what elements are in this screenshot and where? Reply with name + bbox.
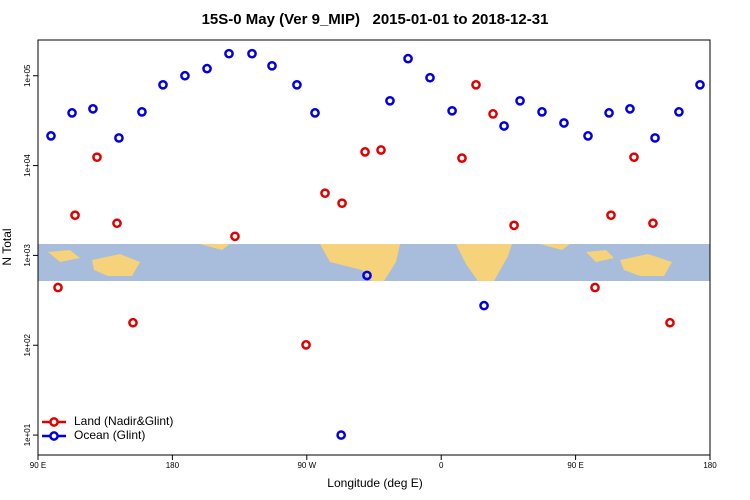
point xyxy=(362,270,372,281)
point xyxy=(447,105,457,116)
point xyxy=(650,133,660,143)
point xyxy=(488,109,498,119)
point xyxy=(376,145,386,155)
legend-marker xyxy=(49,417,59,427)
x-axis-label: Longitude (deg E) xyxy=(327,476,422,490)
point xyxy=(112,218,122,229)
point xyxy=(310,108,320,118)
legend-label: Ocean (Glint) xyxy=(74,428,145,442)
point xyxy=(337,198,347,209)
point xyxy=(320,188,330,199)
point xyxy=(128,317,138,328)
point xyxy=(590,282,600,293)
point xyxy=(230,231,240,242)
map-strip xyxy=(38,244,710,281)
point xyxy=(425,72,435,83)
y-tick-label: 1e+03 xyxy=(23,244,32,267)
point xyxy=(629,152,639,163)
point xyxy=(457,153,467,163)
y-tick-label: 1e+01 xyxy=(23,423,32,446)
chart-title: 15S-0 May (Ver 9_MIP) 2015-01-01 to 2018… xyxy=(202,11,549,28)
point xyxy=(137,107,147,117)
point xyxy=(202,63,212,74)
point xyxy=(695,79,705,90)
point xyxy=(499,121,509,131)
point xyxy=(224,48,234,59)
y-tick-label: 1e+04 xyxy=(23,154,32,177)
point xyxy=(471,79,481,90)
y-tick-label: 1e+02 xyxy=(23,333,32,356)
x-tick-label: 180 xyxy=(703,461,717,470)
x-tick-label: 180 xyxy=(166,461,180,470)
x-tick-label: 0 xyxy=(439,461,444,470)
point xyxy=(509,220,519,231)
point xyxy=(92,152,102,163)
point xyxy=(180,70,190,81)
point xyxy=(583,131,593,141)
point xyxy=(606,210,616,221)
point xyxy=(46,131,56,141)
y-tick-label: 1e+05 xyxy=(23,64,32,87)
point xyxy=(515,95,525,106)
point xyxy=(674,107,684,117)
point xyxy=(67,108,77,118)
point xyxy=(53,282,63,293)
x-tick-label: 90 E xyxy=(567,461,583,470)
point xyxy=(648,218,658,229)
point xyxy=(403,53,413,64)
point xyxy=(267,60,277,71)
point xyxy=(604,108,614,118)
x-tick-label: 90 E xyxy=(30,461,46,470)
point xyxy=(665,317,675,328)
point xyxy=(158,79,168,90)
plot-frame xyxy=(37,39,711,456)
point xyxy=(625,104,635,114)
point xyxy=(70,210,80,221)
legend-marker xyxy=(49,431,59,441)
point xyxy=(247,48,257,59)
point xyxy=(292,79,302,90)
point xyxy=(537,107,547,117)
legend-label: Land (Nadir&Glint) xyxy=(74,414,173,428)
point xyxy=(385,95,395,106)
point xyxy=(301,340,311,350)
x-tick-label: 90 W xyxy=(297,461,316,470)
point xyxy=(336,430,346,440)
y-axis-label: N Total xyxy=(0,228,14,265)
point xyxy=(479,300,489,311)
point xyxy=(360,147,370,157)
point xyxy=(114,133,124,143)
point xyxy=(559,118,569,128)
point xyxy=(88,104,98,114)
